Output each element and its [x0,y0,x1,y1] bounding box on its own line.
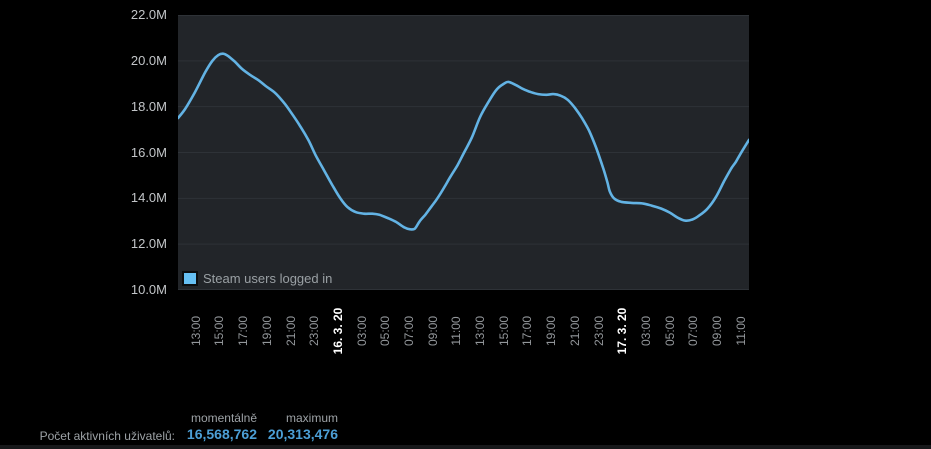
x-axis-label: 07:00 [686,315,701,347]
chart-canvas [178,15,749,290]
legend-swatch-icon [182,271,198,286]
steam-users-chart: Steam users logged in [178,15,749,290]
x-axis-label: 17:00 [520,315,535,347]
x-axis-label: 21:00 [567,315,582,347]
x-axis-label: 03:00 [638,315,653,347]
footer-divider [0,445,931,449]
y-axis-label: 14.0M [130,190,167,206]
x-axis-label: 15:00 [212,315,227,347]
y-axis-label: 18.0M [130,98,167,114]
x-axis-label: 21:00 [283,315,298,347]
x-axis-label: 03:00 [354,315,369,347]
legend-label: Steam users logged in [203,271,333,286]
x-axis-label: 05:00 [378,315,393,347]
x-axis-label: 19:00 [544,315,559,347]
stat-col-header-current: momentálně [190,411,257,425]
y-axis-label: 12.0M [130,236,167,252]
x-axis-label: 23:00 [307,315,322,347]
x-axis-label: 17:00 [236,315,251,347]
x-axis-date-label: 16. 3. 20 [330,307,345,355]
x-axis-date-label: 17. 3. 20 [615,307,630,355]
x-axis-label: 23:00 [591,315,606,347]
y-axis-label: 20.0M [130,52,167,68]
y-axis-label: 16.0M [130,144,167,160]
stat-col-header-max: maximum [285,411,338,425]
x-axis-label: 11:00 [733,316,748,346]
series-line-steam-users [178,52,749,231]
x-axis-label: 09:00 [425,315,440,347]
y-axis-label: 10.0M [130,282,167,297]
stat-value-current: 16,568,762 [186,426,257,442]
x-axis-label: 15:00 [496,315,511,347]
stats-summary: momentálně maximum Počet aktivních uživa… [0,405,420,445]
stats-row-label: Počet aktivních uživatelů: [39,429,175,443]
x-axis-label: 13:00 [188,315,203,347]
x-axis-label: 05:00 [662,315,677,347]
x-axis-label: 09:00 [710,315,724,347]
x-axis-label: 11:00 [449,316,464,346]
x-axis-label: 13:00 [473,315,488,347]
x-axis-label: 19:00 [259,315,274,347]
y-axis-label: 22.0M [130,7,167,22]
x-axis-label: 07:00 [402,315,416,347]
stat-value-max: 20,313,476 [267,426,338,442]
chart-legend: Steam users logged in [182,270,332,287]
